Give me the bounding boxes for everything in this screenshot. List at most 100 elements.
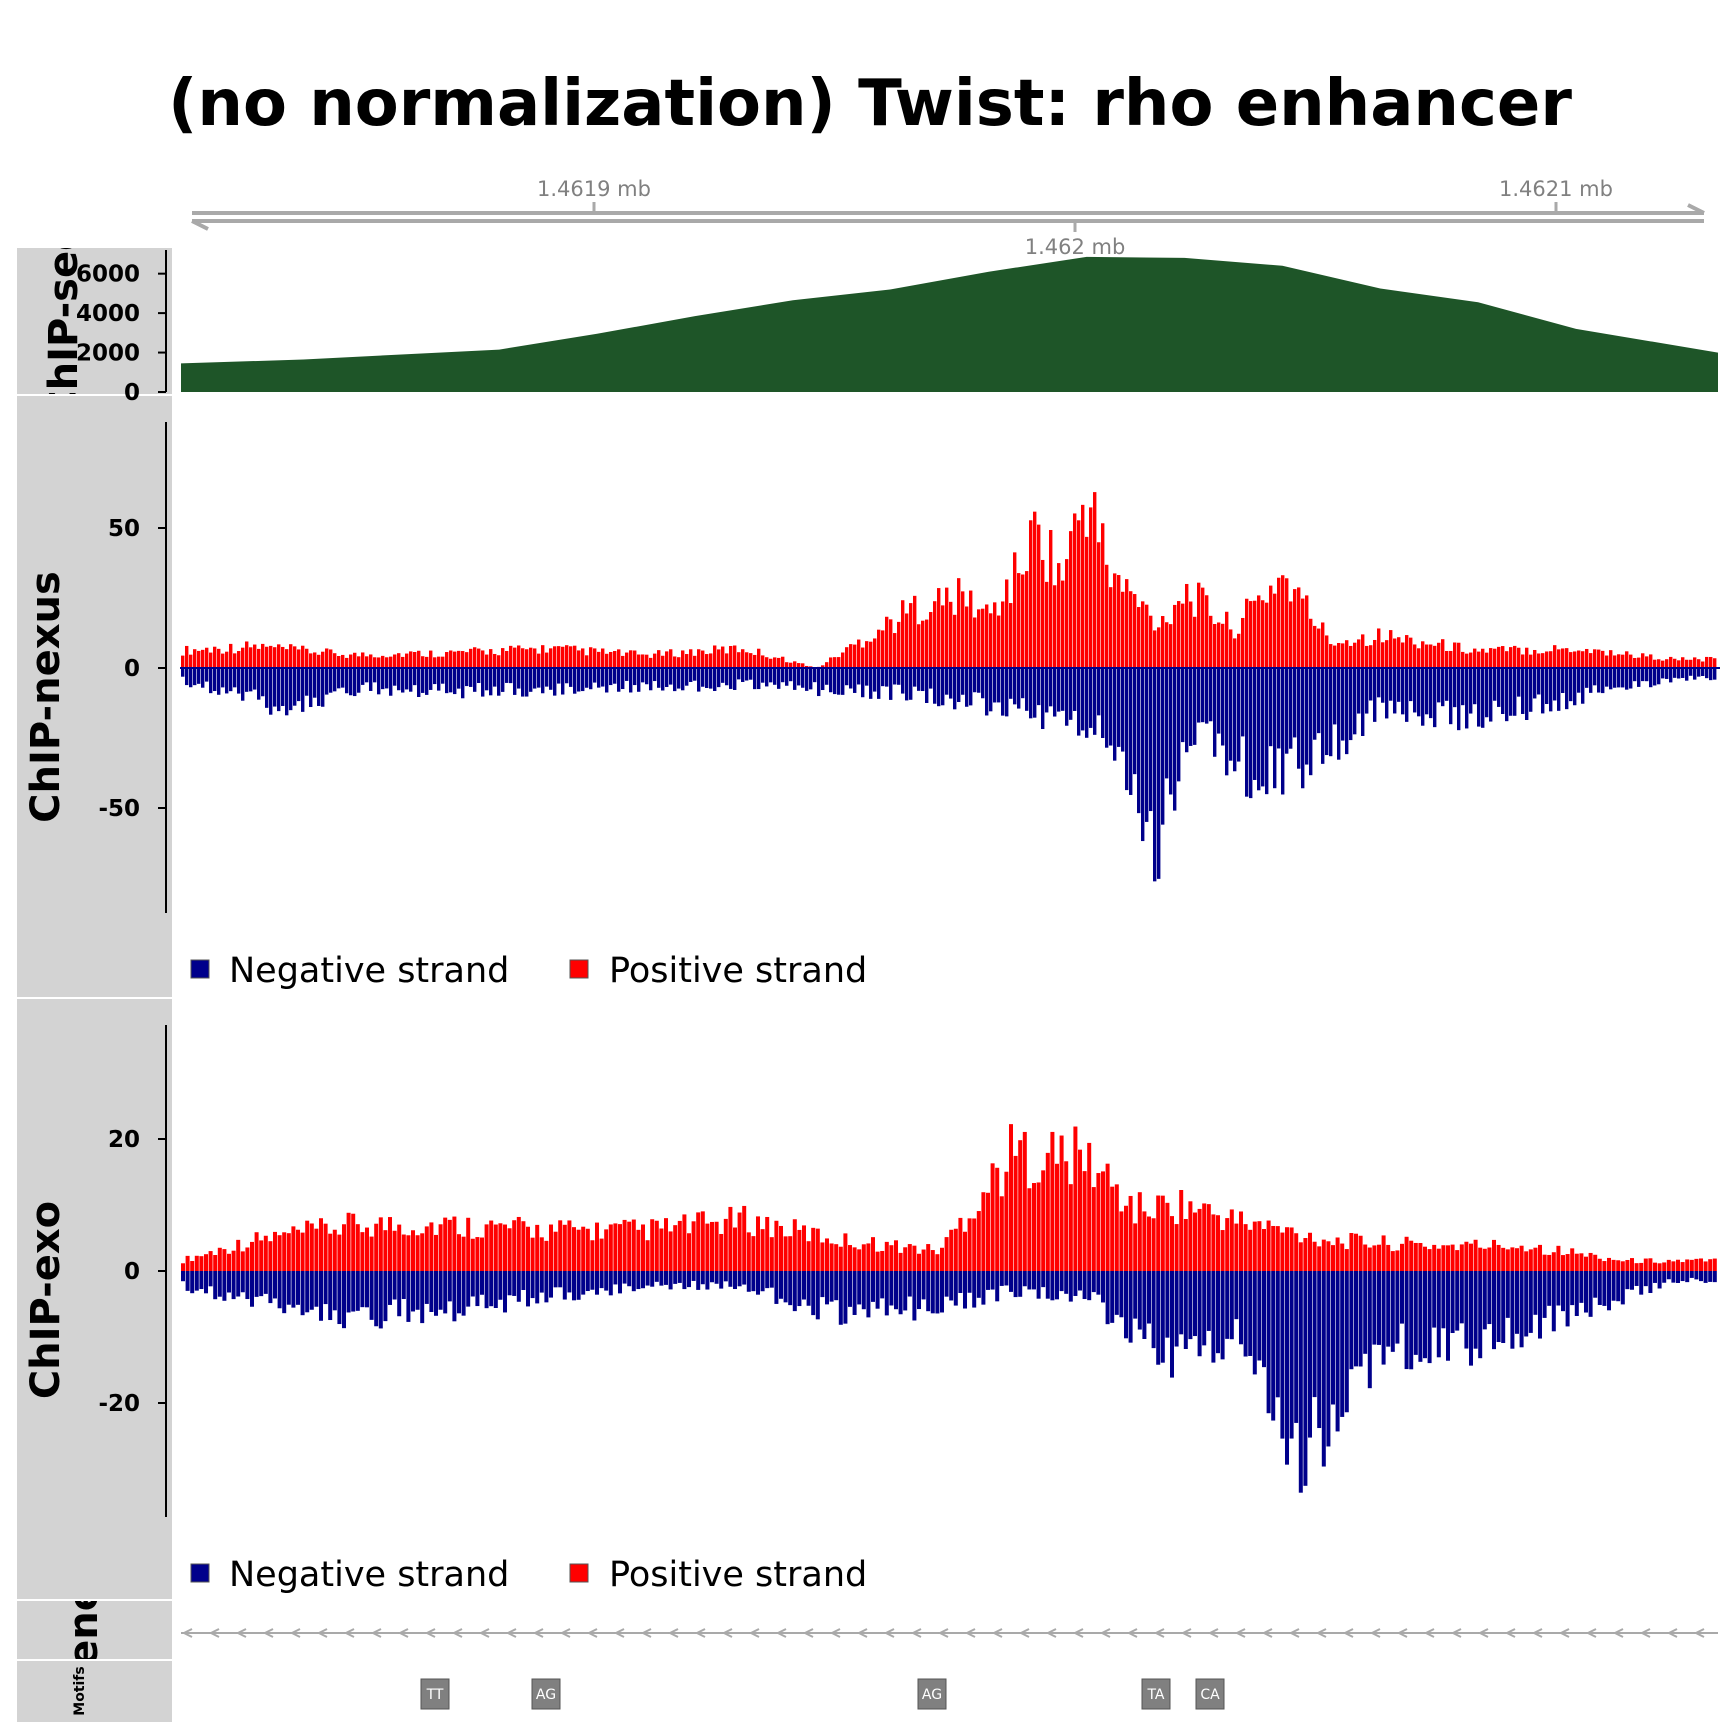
positive-strand-bar [549,1224,553,1271]
positive-strand-bar [489,649,493,668]
positive-strand-bar [765,657,769,668]
negative-strand-bar [843,1271,848,1324]
negative-strand-bar [733,1271,737,1290]
positive-strand-bar [693,655,697,668]
negative-strand-bar [765,668,769,687]
positive-strand-bar [1713,658,1717,668]
positive-strand-bar [1156,1195,1161,1271]
negative-strand-bar [1569,668,1573,702]
positive-strand-bar [1681,657,1685,668]
positive-strand-bar [1001,601,1005,668]
positive-strand-bar [561,646,565,668]
gene-strand-arrow-icon [775,1628,787,1638]
positive-strand-bar [1436,1248,1441,1271]
positive-strand-bar [221,653,225,668]
negative-strand-bar [633,668,637,686]
positive-strand-bar [1385,640,1389,668]
negative-strand-bar [517,668,521,689]
positive-strand-bar [1050,1131,1055,1271]
positive-strand-bar [1423,1246,1427,1271]
negative-strand-bar [1637,668,1641,687]
nexus-legend: Negative strand Positive strand [190,951,867,991]
negative-strand-bar [965,668,969,707]
negative-strand-bar [1413,668,1417,713]
negative-strand-bar [466,1271,471,1307]
negative-strand-bar [434,1271,438,1316]
negative-strand-bar [1153,668,1157,882]
negative-strand-bar [1239,1271,1243,1345]
positive-strand-bar [677,1220,682,1271]
positive-strand-bar [912,1245,917,1271]
negative-strand-bar [1601,668,1605,694]
positive-strand-bar [1341,643,1345,668]
negative-strand-bar [861,668,865,698]
positive-strand-bar [1185,583,1189,668]
positive-strand-bar [449,650,453,668]
negative-strand-bar [1492,1271,1496,1350]
positive-strand-bar [1519,1245,1524,1271]
positive-strand-bar [721,646,725,668]
negative-strand-bar [263,1271,268,1294]
positive-strand-bar [1193,616,1197,668]
negative-strand-bar [1165,668,1169,779]
positive-strand-bar [217,1247,222,1271]
gene-strand-arrow-icon [667,1628,679,1638]
negative-strand-bar [1611,1271,1616,1301]
negative-strand-bar [1417,668,1421,717]
negative-strand-bar [1329,668,1333,757]
negative-strand-bar [1593,1271,1598,1298]
positive-strand-bar [1449,650,1453,668]
positive-strand-bar [1561,1255,1565,1271]
negative-strand-bar [1097,668,1101,716]
negative-strand-bar [1121,668,1125,752]
negative-strand-bar [1653,1271,1657,1283]
positive-strand-bar [353,652,357,668]
negative-strand-bar [1427,1271,1432,1364]
positive-strand-bar [415,1235,420,1271]
negative-strand-bar [1078,1271,1082,1291]
gene-strand-arrow-icon [1612,1628,1624,1638]
positive-strand-bar [1137,1192,1142,1271]
negative-strand-bar [1429,668,1433,719]
negative-strand-bar [581,1271,586,1295]
negative-strand-bar [420,1271,425,1324]
positive-strand-bar [1464,1241,1469,1271]
positive-strand-bar [1309,618,1313,668]
positive-strand-bar [313,652,317,668]
negative-strand-bar [1705,668,1709,679]
negative-strand-bar [1585,668,1589,688]
positive-strand-bar [741,649,745,668]
negative-strand-bar [953,1271,958,1306]
negative-strand-bar [1349,668,1353,741]
negative-strand-bar [1017,668,1021,709]
negative-strand-bar [849,668,853,689]
positive-strand-bar [1085,536,1089,668]
positive-strand-bar [869,641,873,668]
negative-strand-bar [1551,1271,1556,1332]
negative-strand-bar [429,1271,434,1312]
negative-strand-bar [1489,668,1493,722]
negative-strand-bar [653,668,657,682]
positive-strand-bar [1569,652,1573,668]
negative-strand-bar [1450,1271,1455,1334]
positive-strand-bar [1365,645,1369,668]
negative-strand-bar [406,1271,411,1322]
gene-strand-arrow-icon [910,1628,922,1638]
positive-strand-bar [857,1249,862,1271]
negative-strand-bar [629,668,633,693]
negative-strand-bar [289,668,293,711]
negative-strand-bar [1685,668,1689,681]
positive-strand-bar [1489,648,1493,668]
negative-strand-bar [1405,668,1409,722]
positive-strand-bar [521,1221,526,1271]
negative-strand-bar [1432,1271,1437,1328]
positive-strand-bar [1202,1203,1207,1271]
positive-strand-bar [413,651,417,668]
negative-strand-bar [213,668,217,692]
positive-strand-bar [265,646,269,668]
negative-strand-bar [1401,668,1405,715]
legend-swatch-negative [190,959,210,979]
negative-strand-bar [621,668,625,690]
positive-strand-bar [425,656,429,668]
positive-strand-bar [1453,642,1457,668]
